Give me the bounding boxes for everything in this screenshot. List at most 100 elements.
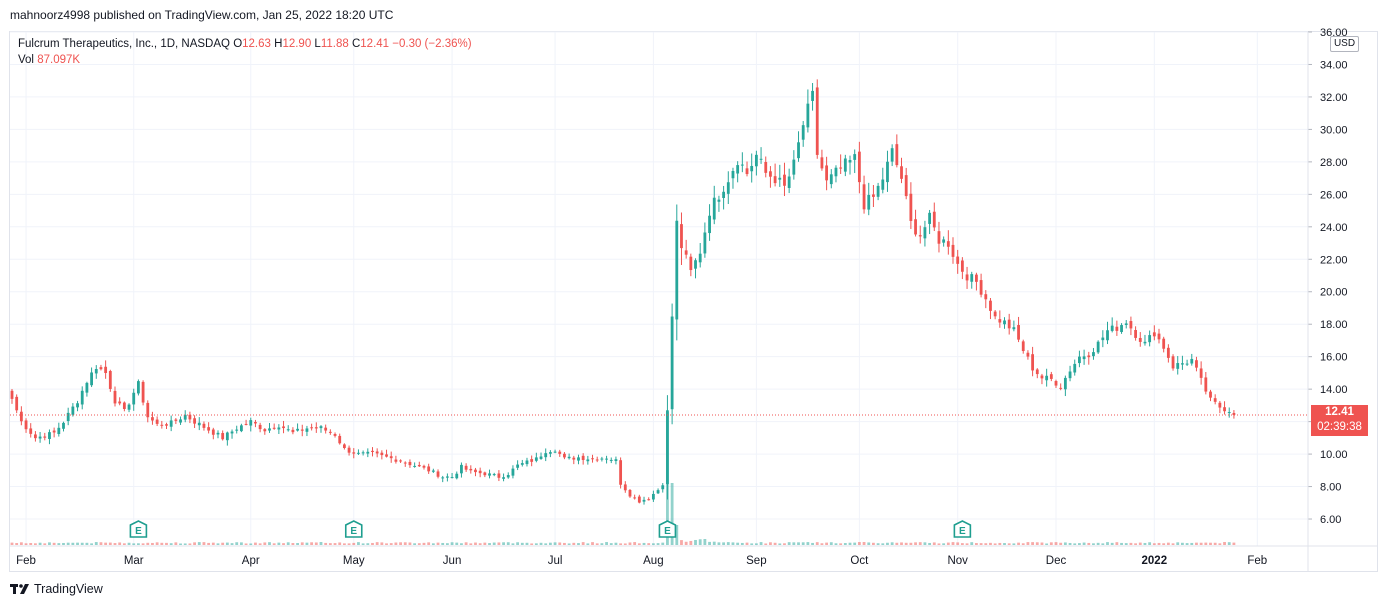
candle-body (1227, 412, 1231, 414)
candle-body (408, 461, 412, 466)
earnings-marker[interactable]: E (344, 520, 363, 538)
currency-badge[interactable]: USD (1330, 36, 1359, 52)
volume-bar (1035, 542, 1039, 545)
volume-bar (656, 543, 660, 545)
volume-bar (230, 543, 234, 545)
earnings-marker-label: E (350, 526, 357, 537)
earnings-marker[interactable]: E (953, 520, 972, 538)
volume-bar (268, 542, 271, 545)
volume-bar (169, 543, 173, 545)
volume-bar (160, 542, 164, 545)
candle-body (605, 458, 608, 460)
volume-bar (1096, 542, 1100, 545)
volume-bar (801, 542, 805, 545)
volume-bar (492, 542, 496, 545)
legend-ohlc-row: Fulcrum Therapeutics, Inc., 1D, NASDAQ O… (18, 36, 472, 52)
candle-body (1181, 363, 1184, 365)
candle-body (1003, 320, 1006, 325)
candle-body (165, 424, 168, 426)
candle-body (1031, 354, 1035, 371)
volume-value: 87.097K (37, 54, 81, 66)
volume-bar (1106, 542, 1109, 545)
candle-body (314, 427, 318, 429)
candle-body (183, 414, 187, 420)
candle-body (740, 164, 744, 166)
candle-body (1157, 333, 1161, 340)
earnings-marker[interactable]: E (129, 520, 148, 538)
candle-body (1007, 319, 1011, 329)
symbol-title[interactable]: Fulcrum Therapeutics, Inc., 1D, NASDAQ (18, 38, 230, 50)
candle-body (85, 382, 89, 393)
volume-bar (825, 542, 829, 545)
volume-bar (141, 543, 145, 545)
candle-body (62, 422, 65, 429)
candle-body (38, 436, 42, 439)
candle-body (1185, 363, 1189, 365)
volume-bar (1209, 542, 1212, 545)
volume-bar (614, 542, 618, 545)
volume-bar (946, 542, 950, 545)
candle-body (108, 370, 112, 389)
candle-body (1124, 323, 1128, 325)
candle-body (71, 406, 75, 415)
volume-bar (19, 542, 23, 545)
candle-body (970, 274, 974, 282)
volume-label[interactable]: Vol (18, 54, 34, 66)
y-tick-label: 28.00 (1320, 157, 1348, 169)
volume-bar (600, 543, 604, 545)
candle-body (548, 452, 552, 454)
candle-body (417, 464, 421, 467)
volume-bar (151, 542, 154, 545)
volume-bar (319, 542, 323, 545)
earnings-marker[interactable]: E (658, 520, 677, 538)
volume-bar (534, 543, 538, 545)
volume-bar (628, 542, 632, 545)
candle-body (698, 253, 702, 263)
tradingview-brand[interactable]: TradingView (10, 582, 103, 596)
volume-bar (43, 543, 47, 545)
open-value: 12.63 (242, 38, 271, 50)
volume-bar (647, 543, 651, 545)
volume-bar (506, 542, 510, 545)
candle-body (197, 422, 201, 426)
volume-bar (422, 542, 426, 545)
volume-bar (211, 542, 215, 545)
volume-bar (881, 543, 885, 545)
volume-bar (661, 542, 665, 545)
candle-body (422, 465, 426, 468)
volume-bar (1012, 543, 1016, 545)
last-price-badge: 12.41 02:39:38 (1311, 405, 1368, 436)
x-tick-label: Feb (1247, 555, 1267, 567)
volume-bar (244, 543, 248, 545)
volume-bar (305, 542, 309, 545)
candle-body (1204, 377, 1208, 392)
volume-bar (1092, 543, 1095, 545)
x-tick-label: Sep (746, 555, 766, 567)
candle-body (436, 471, 440, 477)
volume-bar (848, 542, 852, 545)
candle-body (516, 464, 520, 468)
volume-bar (928, 542, 932, 545)
candle-body (1017, 325, 1020, 340)
volume-bar (366, 543, 370, 545)
volume-bar (417, 543, 421, 545)
volume-bar (1190, 542, 1194, 545)
volume-bar (338, 542, 342, 545)
candle-body (586, 459, 590, 462)
candle-body (122, 402, 126, 409)
volume-bar (10, 542, 14, 545)
candle-body (511, 468, 515, 476)
volume-bar (572, 542, 576, 545)
candle-body (427, 466, 431, 472)
volume-bar (623, 543, 627, 545)
volume-bar (511, 543, 515, 545)
volume-bar (581, 542, 585, 545)
volume-bar (773, 542, 777, 545)
volume-bar (970, 542, 974, 545)
candle-body (750, 165, 754, 172)
volume-bar (717, 542, 721, 545)
candle-body (825, 165, 829, 181)
candle-body (29, 428, 33, 434)
